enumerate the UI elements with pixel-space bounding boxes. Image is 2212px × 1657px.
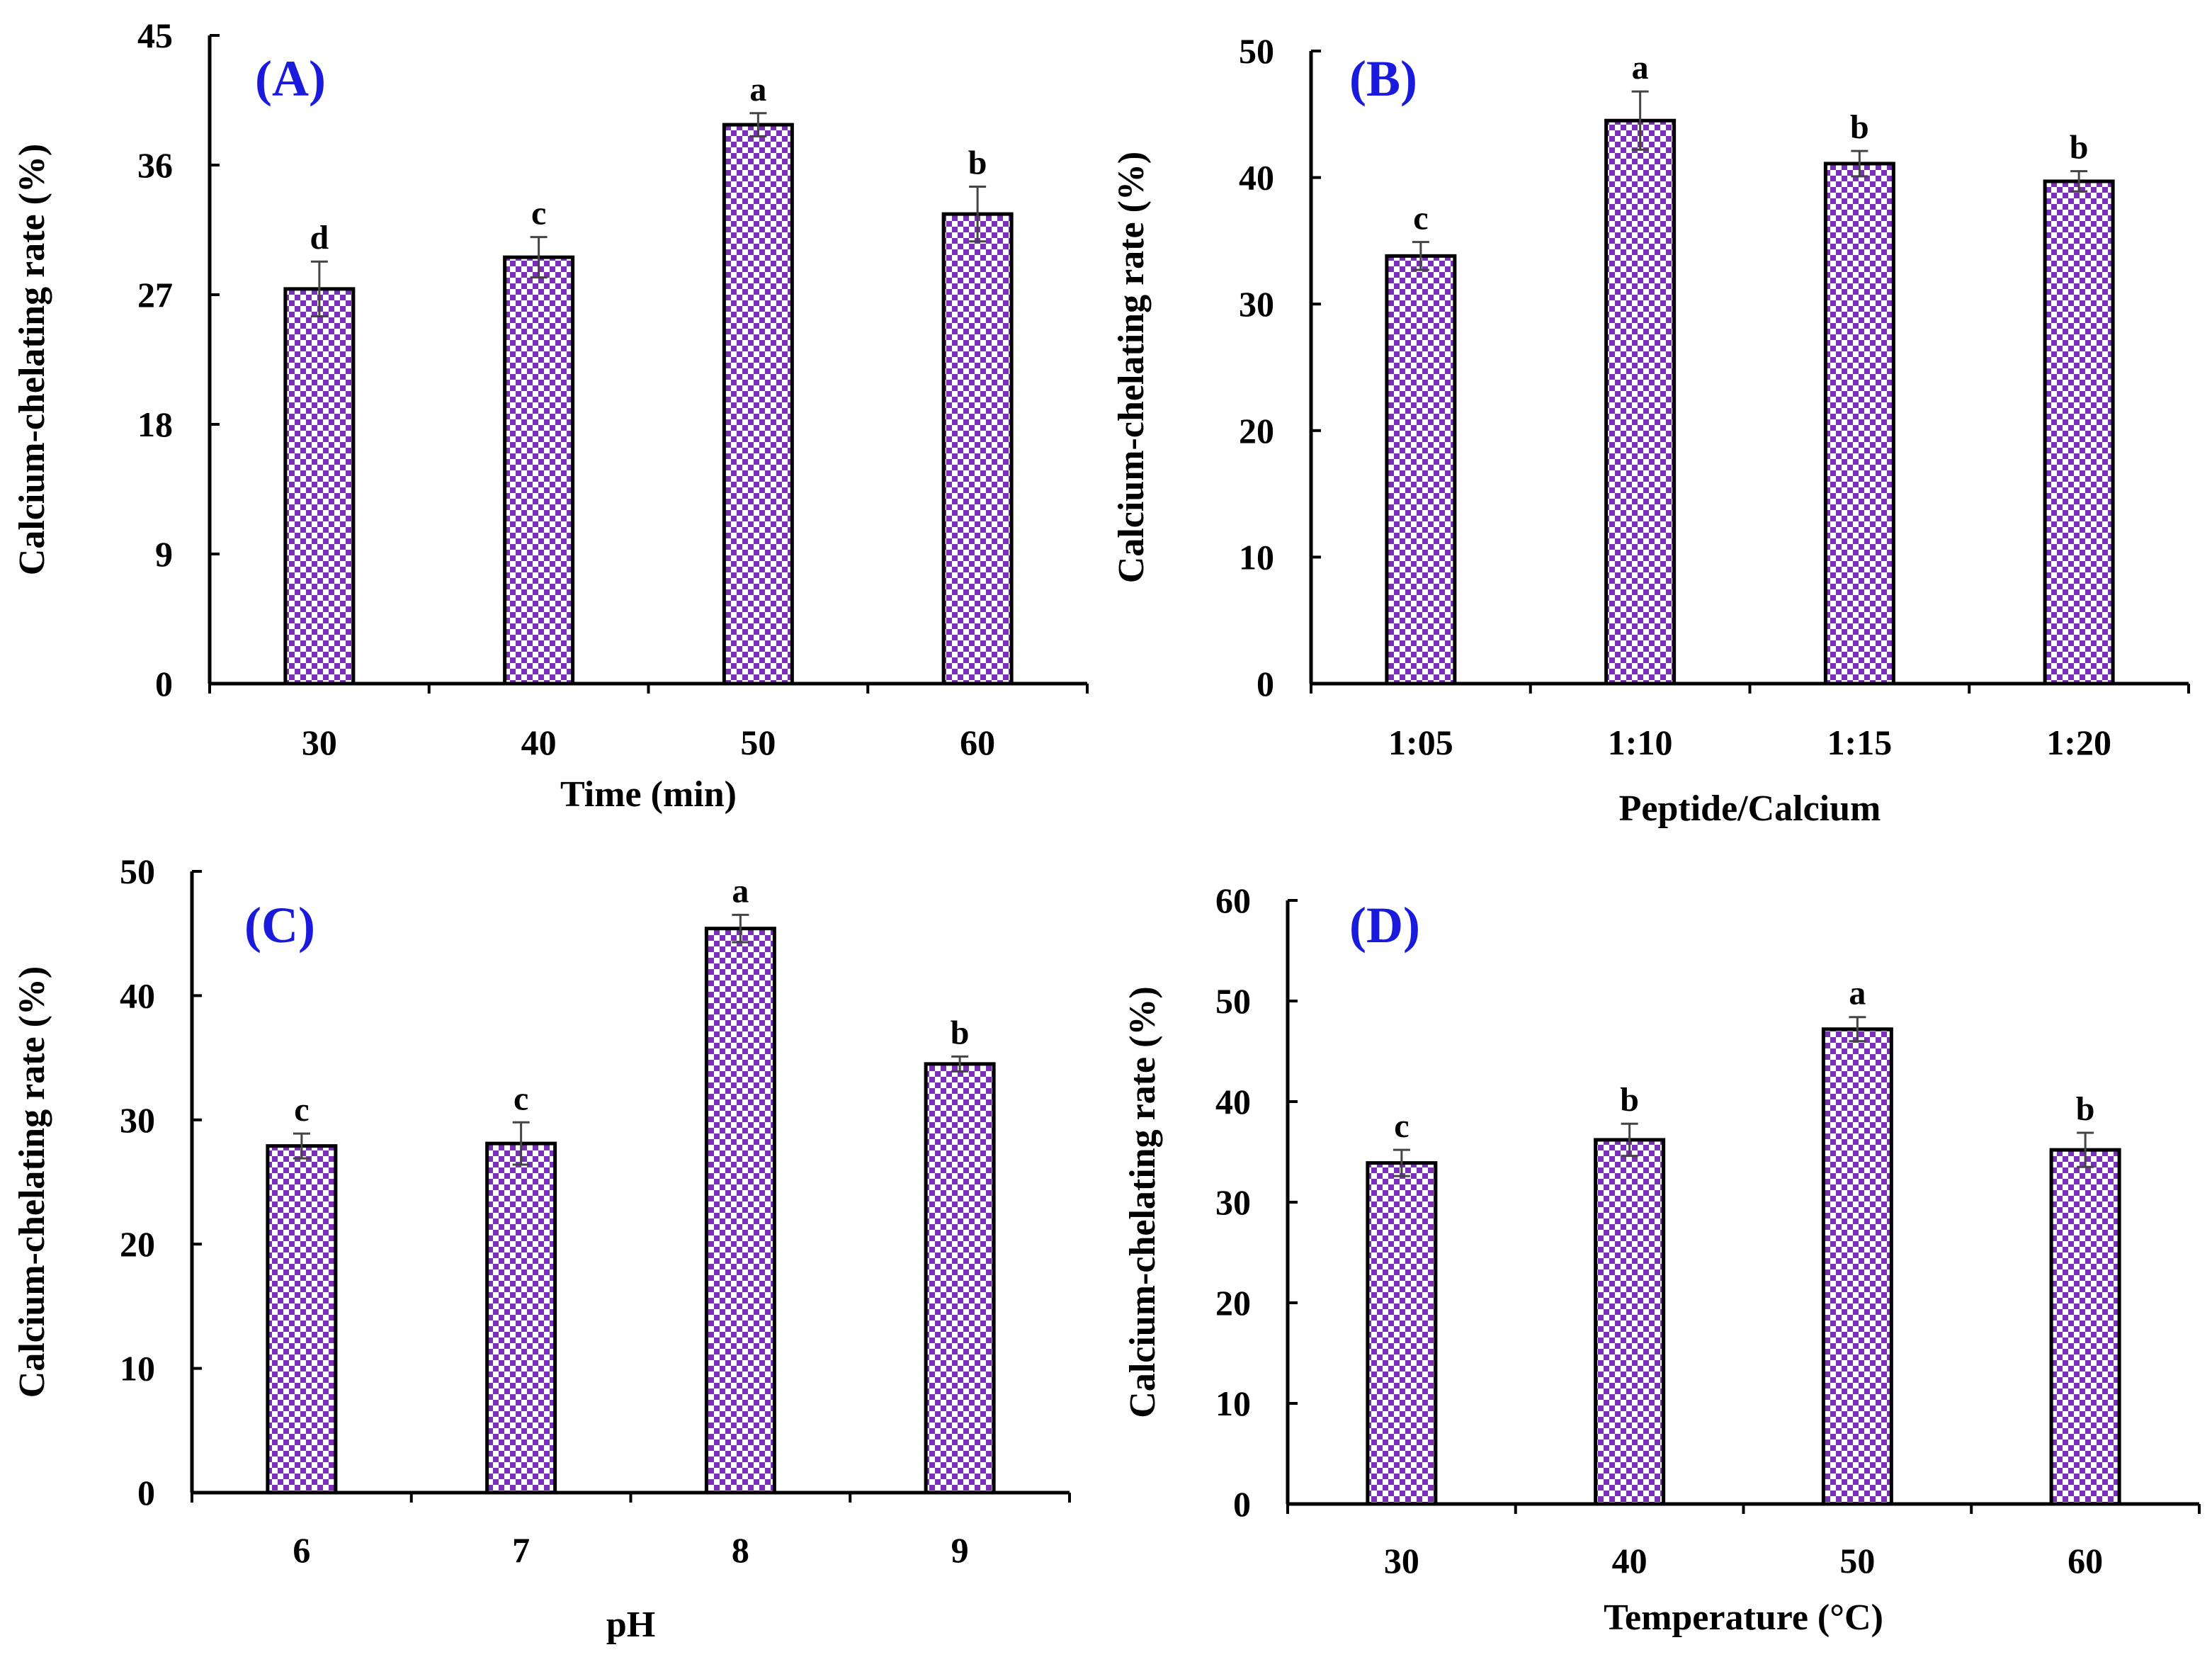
chart-panel-d: 0 10 20 30 40 50 60 c 30 b 40 a 50 b 60 Temperature (°C… bbox=[1123, 881, 2201, 1638]
x-tick-label: 60 bbox=[2068, 1541, 2103, 1580]
x-axis-title: Time (min) bbox=[560, 774, 737, 815]
bar bbox=[2049, 1148, 2121, 1506]
significance-letter: a bbox=[732, 872, 749, 910]
y-tick-label: 30 bbox=[120, 1100, 155, 1140]
y-tick-label: 50 bbox=[1215, 981, 1251, 1021]
significance-letter: a bbox=[1849, 975, 1866, 1012]
x-tick-label: 30 bbox=[302, 723, 337, 762]
bar bbox=[722, 123, 794, 686]
y-tick-label: 20 bbox=[1215, 1283, 1251, 1323]
bar bbox=[1594, 1138, 1666, 1506]
x-tick-label: 40 bbox=[521, 723, 557, 762]
bar bbox=[1821, 1027, 1893, 1506]
y-tick-label: 60 bbox=[1215, 881, 1251, 920]
significance-letter: c bbox=[531, 195, 546, 232]
y-tick-label: 18 bbox=[137, 405, 173, 444]
x-tick-label: 40 bbox=[1612, 1541, 1647, 1580]
x-tick-label: 1:10 bbox=[1608, 723, 1673, 762]
y-tick-label: 40 bbox=[120, 975, 155, 1015]
y-tick-label: 9 bbox=[155, 534, 173, 574]
bar bbox=[1366, 1161, 1438, 1506]
y-axis-title: Calcium-chelating rate (%) bbox=[12, 966, 52, 1398]
panel-label: (C) bbox=[244, 897, 315, 954]
y-tick-label: 0 bbox=[1233, 1484, 1251, 1524]
x-tick-label: 6 bbox=[293, 1530, 310, 1570]
panel-label: (B) bbox=[1349, 50, 1417, 107]
x-tick-label: 50 bbox=[1839, 1541, 1875, 1580]
bar bbox=[283, 287, 356, 686]
y-axis-title: Calcium-chelating rate (%) bbox=[1123, 986, 1163, 1418]
significance-letter: b bbox=[951, 1014, 970, 1051]
x-tick-label: 7 bbox=[512, 1530, 530, 1570]
x-tick-label: 60 bbox=[960, 723, 995, 762]
x-axis-title: Peptide/Calcium bbox=[1619, 788, 1881, 829]
significance-letter: c bbox=[514, 1080, 528, 1117]
bar bbox=[2043, 179, 2115, 686]
bar bbox=[1385, 254, 1457, 686]
y-tick-label: 30 bbox=[1215, 1182, 1251, 1222]
bar bbox=[485, 1141, 557, 1495]
x-tick-label: 1:05 bbox=[1388, 723, 1453, 762]
y-tick-label: 0 bbox=[155, 664, 173, 703]
y-tick-label: 40 bbox=[1239, 158, 1274, 198]
significance-letter: b bbox=[1620, 1081, 1639, 1119]
y-tick-label: 20 bbox=[1239, 411, 1274, 451]
significance-letter: d bbox=[310, 219, 329, 256]
significance-letter: b bbox=[2076, 1090, 2095, 1128]
bar bbox=[704, 927, 776, 1495]
bar bbox=[941, 212, 1014, 686]
x-tick-label: 1:15 bbox=[1827, 723, 1893, 762]
chart-panel-b: 0 10 20 30 40 50 c 1:05 a 1:10 b 1:15 b 1:20 Peptide/C… bbox=[1111, 31, 2190, 829]
significance-letter: a bbox=[1632, 49, 1649, 86]
significance-letter: a bbox=[749, 71, 766, 108]
y-tick-label: 40 bbox=[1215, 1082, 1251, 1121]
y-tick-label: 36 bbox=[137, 145, 173, 185]
y-tick-label: 10 bbox=[1239, 537, 1274, 577]
bar bbox=[1823, 162, 1895, 686]
y-tick-label: 30 bbox=[1239, 284, 1274, 324]
x-tick-label: 1:20 bbox=[2046, 723, 2111, 762]
significance-letter: b bbox=[968, 145, 987, 182]
x-axis-title: Temperature (°C) bbox=[1604, 1597, 1883, 1638]
significance-letter: c bbox=[294, 1091, 309, 1129]
panel-label: (D) bbox=[1349, 897, 1420, 954]
x-axis-title: pH bbox=[606, 1605, 655, 1645]
y-tick-label: 10 bbox=[120, 1349, 155, 1389]
y-tick-label: 20 bbox=[120, 1224, 155, 1264]
significance-letter: b bbox=[2070, 129, 2089, 166]
bar bbox=[266, 1144, 338, 1495]
panel-label: (A) bbox=[255, 50, 326, 107]
y-tick-label: 50 bbox=[120, 852, 155, 891]
y-axis-title: Calcium-chelating rate (%) bbox=[1111, 152, 1152, 583]
y-tick-label: 45 bbox=[137, 16, 173, 55]
y-tick-label: 27 bbox=[137, 275, 173, 315]
x-tick-label: 9 bbox=[951, 1530, 969, 1570]
significance-letter: c bbox=[1394, 1107, 1409, 1145]
x-tick-label: 50 bbox=[740, 723, 776, 762]
bar bbox=[1604, 118, 1677, 686]
x-tick-label: 30 bbox=[1384, 1541, 1419, 1580]
x-tick-label: 8 bbox=[732, 1530, 749, 1570]
y-axis-title: Calcium-chelating rate (%) bbox=[12, 144, 52, 575]
chart-panel-c: 0 10 20 30 40 50 c 6 c 7 a 8 b 9 pH Calcium-chelating r… bbox=[12, 852, 1071, 1645]
bar bbox=[924, 1062, 996, 1495]
y-tick-label: 50 bbox=[1239, 31, 1274, 71]
y-tick-label: 10 bbox=[1215, 1384, 1251, 1423]
bar bbox=[503, 255, 575, 686]
chart-panel-a: 0 9 18 27 36 45 d 30 c 40 a 50 b 60 Time (min) Calcium-… bbox=[12, 16, 1089, 815]
y-tick-label: 0 bbox=[1257, 664, 1274, 703]
y-tick-label: 0 bbox=[137, 1473, 155, 1512]
significance-letter: b bbox=[1850, 108, 1869, 146]
significance-letter: c bbox=[1413, 200, 1428, 237]
